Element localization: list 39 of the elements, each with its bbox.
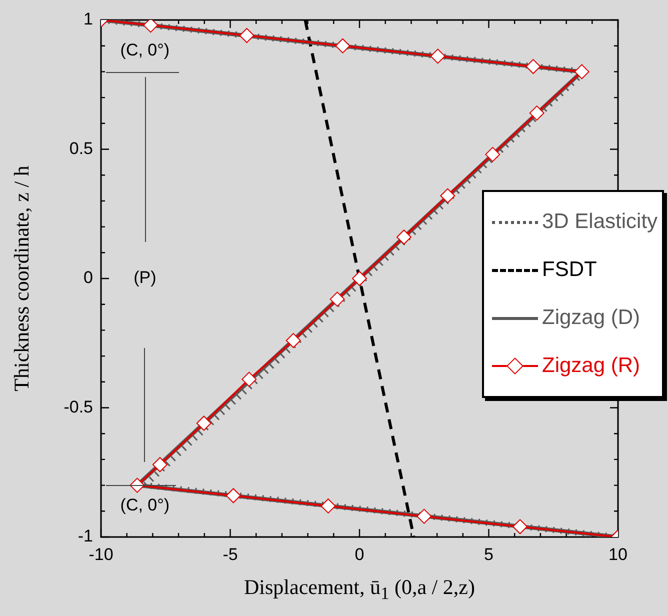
- legend-label: FSDT: [542, 258, 597, 282]
- annotation: (P): [134, 268, 156, 288]
- legend-label: Zigzag (R): [542, 354, 640, 378]
- y-tick-label: 1: [84, 10, 93, 29]
- point: [320, 498, 336, 514]
- point: [286, 333, 301, 348]
- point: [396, 230, 412, 245]
- legend-label: 3D Elasticity: [542, 210, 658, 234]
- x-axis-title: Displacement, ū$_{1}$ (0,a / 2,z): [244, 575, 475, 604]
- point: [416, 508, 432, 524]
- point: [574, 64, 590, 80]
- y-tick-label: -0.5: [64, 397, 93, 416]
- x-tick-label: 5: [484, 544, 494, 564]
- point: [529, 106, 544, 121]
- y-axis-title: Thickness coordinate, z / h: [9, 166, 34, 392]
- x-tick-label: 0: [354, 544, 364, 564]
- annotation: (C, 0°): [120, 496, 170, 515]
- y-tick-label: -1: [78, 526, 93, 546]
- x-tick-label: -5: [222, 544, 238, 564]
- y-tick-label: 0.5: [69, 138, 93, 158]
- annotation: (C, 0°): [120, 40, 170, 60]
- point: [485, 146, 500, 162]
- point: [430, 48, 446, 64]
- point: [512, 519, 528, 534]
- point: [152, 457, 168, 472]
- x-tick-label: 10: [608, 544, 628, 564]
- legend-label: Zigzag (D): [542, 306, 640, 330]
- point: [242, 372, 257, 387]
- point: [226, 488, 241, 504]
- point: [143, 20, 158, 33]
- point: [440, 188, 456, 204]
- y-tick-label: 0: [84, 268, 93, 288]
- point: [239, 28, 254, 44]
- point: [335, 38, 350, 54]
- point: [196, 416, 212, 431]
- point: [330, 292, 345, 307]
- point: [352, 271, 367, 286]
- point: [526, 59, 541, 74]
- x-tick-label: -10: [88, 544, 114, 564]
